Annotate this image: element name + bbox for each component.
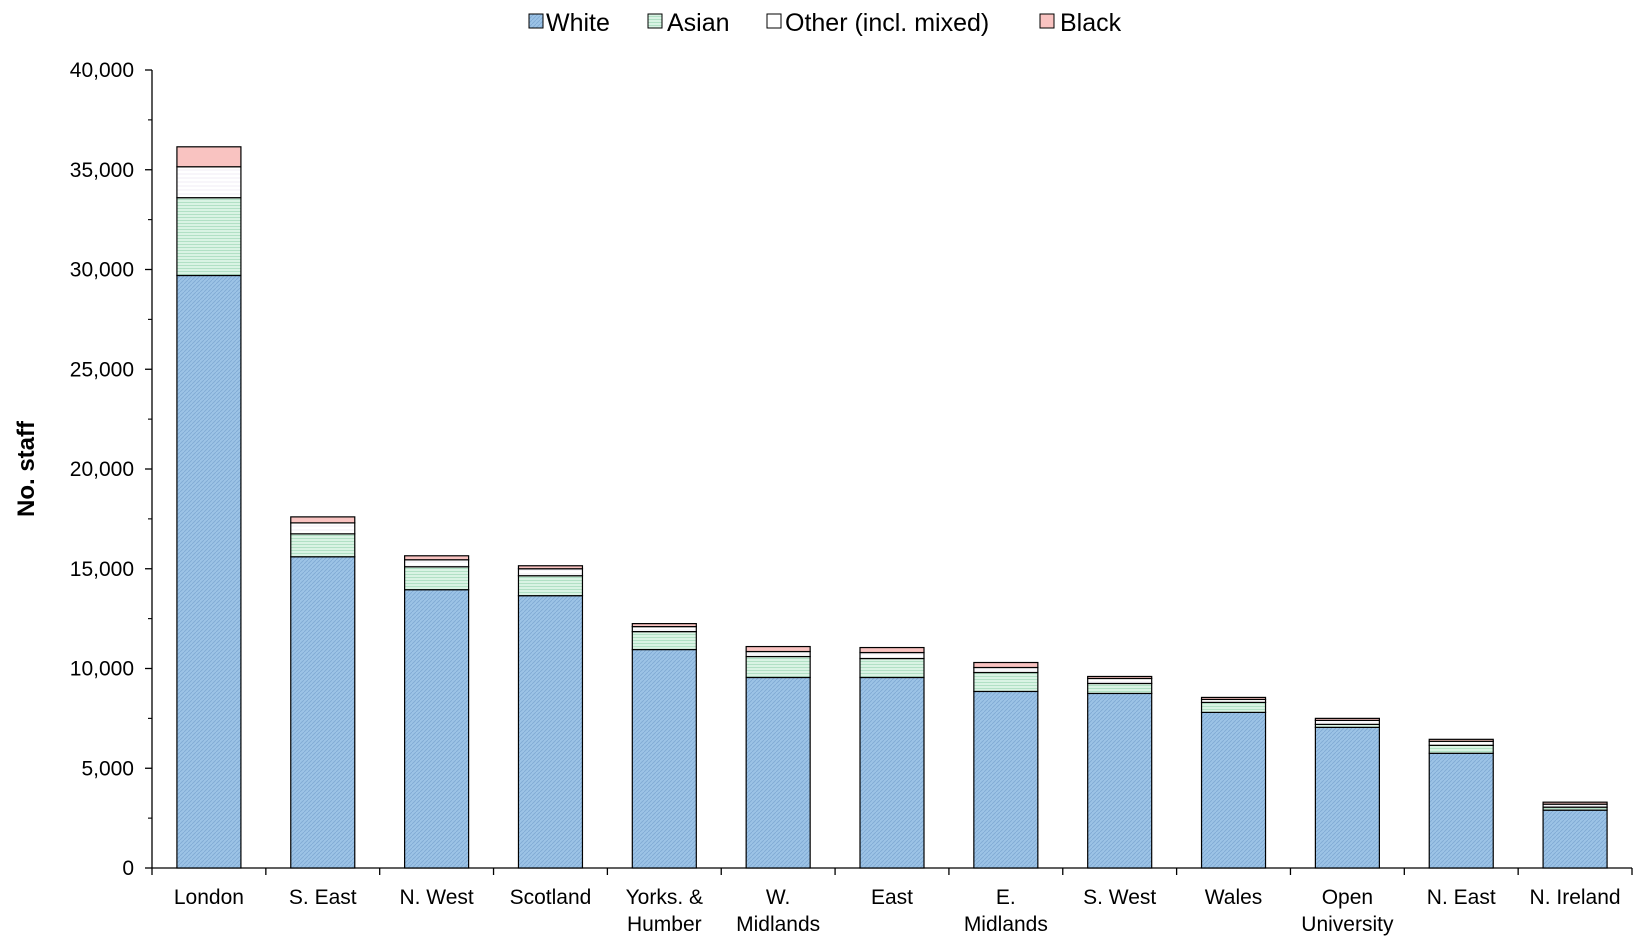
legend-swatch-white [528, 13, 544, 29]
bar-segment-asian [745, 655, 811, 679]
legend-swatch-black [1039, 13, 1055, 29]
y-tick-label: 15,000 [70, 558, 134, 581]
bar-segment-black [745, 645, 811, 653]
bar-segment-black [176, 146, 242, 168]
x-tick-label: S. East [289, 886, 357, 909]
bar-segment-other [973, 666, 1039, 674]
bar-segment-other [859, 651, 925, 660]
x-tick-label: Yorks. & Humber [626, 886, 703, 936]
y-axis: 0 5,000 10,000 15,000 20,000 25,000 30,000 35,0… [70, 59, 153, 880]
bar-segment-white [1087, 692, 1153, 869]
bar-segment-white [1542, 809, 1608, 869]
bar-segment-white [404, 589, 470, 869]
bar-segment-black [1428, 738, 1494, 742]
y-axis-label: No. staff [13, 420, 40, 517]
bar-segment-asian [404, 566, 470, 591]
bar-segment-white [745, 676, 811, 869]
x-tick-label: East [871, 886, 913, 909]
bar-segment-white [859, 676, 925, 869]
legend-label-black: Black [1060, 9, 1122, 37]
bar-segment-asian [1087, 682, 1153, 695]
bar-segment-white [631, 648, 697, 869]
y-tick-label: 40,000 [70, 59, 134, 82]
bar-segment-asian [1200, 701, 1267, 713]
bar-segment-black [973, 661, 1039, 669]
bar-segment-asian [631, 630, 697, 651]
legend-item-white: White [528, 9, 610, 37]
bar-segment-asian [1428, 744, 1494, 754]
x-tick-label: S. West [1083, 886, 1156, 909]
x-tick-label: N. Ireland [1530, 886, 1621, 909]
bar-segment-other [1087, 677, 1153, 685]
legend-item-other: Other (incl. mixed) [766, 9, 989, 37]
bar-segment-asian [517, 575, 584, 597]
bar-segment-black [1087, 675, 1153, 680]
legend-label-white: White [546, 9, 610, 37]
y-tick-label: 20,000 [70, 458, 134, 481]
x-tick-label: Scotland [510, 886, 592, 909]
bar-segment-black [517, 565, 584, 570]
bar-segment-asian [290, 533, 356, 558]
y-tick-label: 30,000 [70, 259, 134, 282]
legend-swatch-asian [647, 13, 663, 29]
bar-segment-black [631, 623, 697, 628]
x-tick-label: London [174, 886, 244, 909]
bar-segment-other [517, 568, 584, 577]
bar-segment-white [517, 595, 584, 869]
bar-segment-other [290, 522, 356, 535]
x-tick-label: W. Midlands [736, 886, 820, 936]
bar-segment-black [1314, 717, 1380, 721]
bar-segment-asian [973, 671, 1039, 693]
bar-segment-white [973, 690, 1039, 869]
bar-segment-black [404, 555, 470, 561]
legend-item-black: Black [1039, 9, 1122, 37]
bar-segment-white [1314, 726, 1380, 869]
x-tick-label: Open University [1301, 886, 1394, 936]
y-tick-label: 35,000 [70, 159, 134, 182]
y-tick-label: 25,000 [70, 358, 134, 381]
legend-item-asian: Asian [647, 9, 730, 37]
bar-segment-white [1200, 711, 1267, 869]
x-tick-label: Wales [1205, 886, 1263, 909]
x-tick-label: N. West [399, 886, 473, 909]
bar-segment-white [290, 556, 356, 869]
bar-segment-other [404, 559, 470, 568]
bar-segment-asian [859, 657, 925, 679]
x-tick-label: E. Midlands [964, 886, 1048, 936]
bar-segment-black [1542, 801, 1608, 805]
legend-label-other: Other (incl. mixed) [785, 9, 989, 37]
bar-segment-asian [176, 197, 242, 277]
bar-segment-other [631, 626, 697, 633]
y-tick-label: 5,000 [81, 757, 134, 780]
bar-segment-black [859, 646, 925, 654]
y-tick-label: 0 [122, 857, 134, 880]
y-tick-label: 10,000 [70, 658, 134, 681]
x-tick-label: N. East [1427, 886, 1496, 909]
bar-segment-black [1200, 696, 1267, 701]
bar-segment-white [1428, 752, 1494, 869]
x-axis: London S. East N. West Scotland Yorks. & Humb… [151, 867, 1633, 936]
bar-segment-black [290, 516, 356, 524]
bar-segment-other [176, 166, 242, 199]
legend: White Asian Other (incl. mixed) Black [528, 9, 1122, 37]
legend-swatch-other [766, 13, 782, 29]
bar-segment-other [745, 650, 811, 658]
bar-segment-white [176, 274, 242, 869]
legend-label-asian: Asian [667, 9, 730, 37]
bars [176, 146, 1608, 869]
